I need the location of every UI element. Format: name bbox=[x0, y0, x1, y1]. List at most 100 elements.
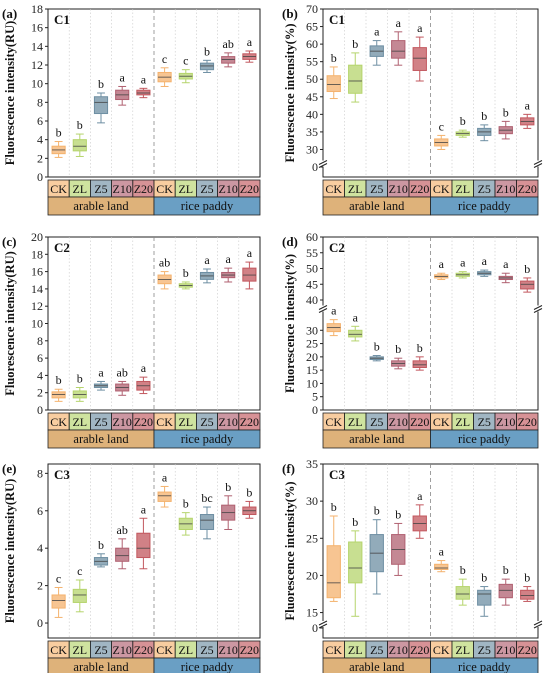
category-label: ZL bbox=[72, 182, 87, 196]
y-tick-label: 18 bbox=[31, 2, 43, 16]
y-tick-label: 4 bbox=[37, 133, 43, 147]
significance-letter: b bbox=[524, 262, 530, 276]
significance-letter: b bbox=[77, 372, 83, 386]
y-tick-label: 55 bbox=[306, 246, 318, 260]
axis-break-mark bbox=[533, 308, 543, 313]
axis-break-mark bbox=[533, 305, 543, 310]
box-rice-paddy-CK: a bbox=[157, 470, 172, 508]
box-iqr bbox=[326, 75, 341, 93]
box-rice-paddy-ZL: b bbox=[455, 563, 470, 606]
category-label: Z20 bbox=[134, 643, 153, 657]
category-label: Z20 bbox=[410, 643, 429, 657]
box-iqr bbox=[348, 541, 363, 584]
box-rice-paddy-Z20: a bbox=[520, 98, 535, 129]
axis-break-mark bbox=[533, 623, 543, 629]
region-label: arable land bbox=[73, 432, 129, 446]
significance-letter: b bbox=[246, 485, 252, 499]
region-label: rice paddy bbox=[458, 660, 511, 673]
region-label: rice paddy bbox=[181, 660, 234, 673]
box-rice-paddy-Z5: a bbox=[199, 253, 215, 284]
y-tick-label: 20 bbox=[306, 568, 318, 582]
y-tick-label: 10 bbox=[31, 317, 43, 331]
category-label: ZL bbox=[348, 643, 363, 657]
box-rice-paddy-CK: ab bbox=[157, 256, 172, 290]
significance-letter: b bbox=[225, 480, 231, 494]
box-iqr bbox=[72, 139, 87, 152]
y-axis-label: Fluorescence intensity(%) bbox=[283, 254, 297, 393]
category-label: ZL bbox=[72, 415, 87, 429]
significance-letter: b bbox=[481, 109, 487, 123]
box-arable-land-CK: b bbox=[326, 51, 341, 100]
significance-letter: b bbox=[183, 266, 189, 280]
y-tick-label: 16 bbox=[31, 265, 43, 279]
significance-letter: b bbox=[77, 118, 83, 132]
y-axis-label: Fluorescence intensity(%) bbox=[283, 482, 297, 621]
significance-letter: b bbox=[183, 497, 189, 511]
significance-letter: b bbox=[481, 571, 487, 585]
axis-break-gap bbox=[534, 621, 542, 627]
category-label: ZL bbox=[72, 643, 87, 657]
significance-letter: c bbox=[439, 119, 444, 133]
y-tick-label: 12 bbox=[31, 299, 43, 313]
box-iqr bbox=[115, 547, 130, 562]
box-rice-paddy-CK: a bbox=[434, 545, 449, 573]
significance-letter: a bbox=[247, 246, 253, 260]
panel-title: C2 bbox=[54, 240, 70, 255]
category-label: Z10 bbox=[113, 182, 132, 196]
region-band-rice bbox=[430, 196, 539, 216]
box-arable-land-CK: a bbox=[326, 304, 341, 337]
category-label: ZL bbox=[178, 643, 193, 657]
significance-letter: c bbox=[56, 571, 61, 585]
significance-letter: a bbox=[120, 70, 126, 84]
panel-label: (f) bbox=[282, 461, 295, 476]
region-band-rice bbox=[153, 657, 261, 673]
category-label: ZL bbox=[178, 182, 193, 196]
y-tick-label: 8 bbox=[37, 466, 43, 480]
y-tick-label: 70 bbox=[306, 2, 318, 16]
category-label: Z5 bbox=[478, 182, 491, 196]
significance-letter: a bbox=[247, 35, 253, 49]
box-arable-land-Z5: a bbox=[369, 25, 384, 66]
significance-letter: c bbox=[77, 564, 82, 578]
category-label: Z10 bbox=[496, 182, 515, 196]
box-arable-land-Z5: b bbox=[369, 504, 384, 595]
significance-letter: b bbox=[98, 538, 104, 552]
significance-letter: b bbox=[395, 507, 401, 521]
significance-letter: a bbox=[141, 361, 147, 375]
box-arable-land-Z20: a bbox=[136, 361, 151, 395]
y-tick-label: 4 bbox=[37, 541, 43, 555]
box-arable-land-CK: c bbox=[51, 571, 66, 618]
category-label: Z10 bbox=[389, 182, 408, 196]
box-rice-paddy-Z10: a bbox=[221, 252, 236, 283]
box-iqr bbox=[51, 594, 66, 609]
significance-letter: a bbox=[439, 257, 445, 271]
panel-label: (b) bbox=[282, 6, 298, 21]
category-label: Z10 bbox=[113, 643, 132, 657]
panel-title: C1 bbox=[54, 12, 70, 27]
box-iqr bbox=[434, 563, 449, 570]
box-iqr bbox=[412, 360, 427, 368]
box-arable-land-Z20: a bbox=[136, 72, 151, 99]
category-label: Z10 bbox=[113, 415, 132, 429]
category-label: Z5 bbox=[94, 643, 107, 657]
category-label: CK bbox=[50, 182, 67, 196]
region-label: rice paddy bbox=[458, 199, 511, 213]
significance-letter: b bbox=[503, 563, 509, 577]
significance-letter: c bbox=[162, 52, 167, 66]
panel-label: (a) bbox=[2, 6, 17, 21]
region-label: arable land bbox=[349, 660, 405, 673]
box-iqr bbox=[199, 514, 215, 530]
box-iqr bbox=[348, 64, 363, 94]
y-tick-label: 25 bbox=[306, 337, 318, 351]
panel-b: 0 30 35 40 45 50 55 60 65 70 Fluorescence intensit… bbox=[282, 2, 543, 216]
y-tick-label: 50 bbox=[306, 262, 318, 276]
box-arable-land-ZL: b bbox=[72, 118, 87, 157]
category-label: ZL bbox=[455, 415, 470, 429]
y-tick-label: 2 bbox=[37, 151, 43, 165]
significance-letter: a bbox=[141, 502, 147, 516]
category-label: Z5 bbox=[478, 415, 491, 429]
box-arable-land-Z10: ab bbox=[115, 523, 130, 570]
significance-letter: a bbox=[396, 16, 402, 30]
box-arable-land-CK: b bbox=[51, 126, 66, 158]
box-arable-land-Z20: a bbox=[136, 502, 151, 570]
